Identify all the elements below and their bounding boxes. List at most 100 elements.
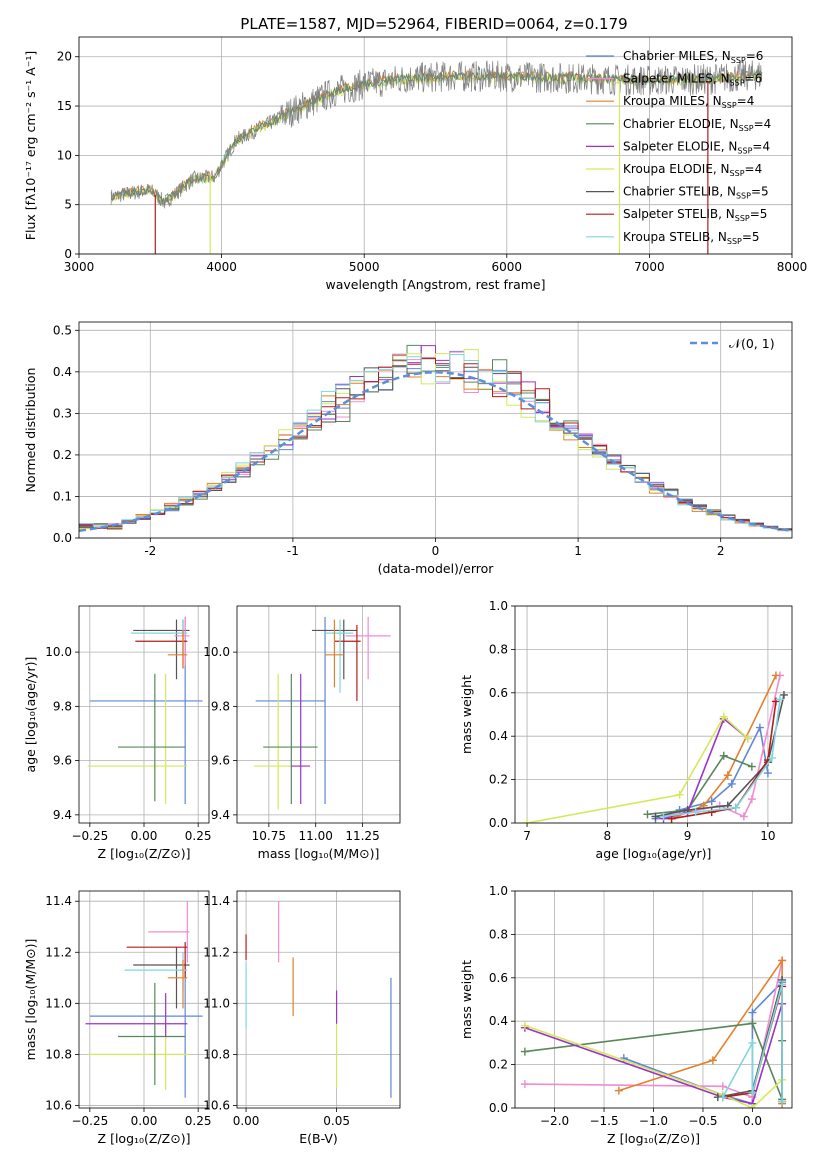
- y-tick-label: 1.0: [489, 599, 508, 613]
- y-tick-label: 10.6: [203, 1098, 230, 1112]
- x-tick-label: 0.25: [185, 1114, 212, 1128]
- x-tick-label: −1.0: [639, 1114, 668, 1128]
- weight-marker: [778, 1097, 787, 1106]
- y-tick-label: 9.6: [53, 754, 72, 768]
- y-tick-label: 10.6: [45, 1098, 72, 1112]
- y-tick-label: 10.0: [203, 645, 230, 659]
- weight-marker: [723, 771, 732, 780]
- y-tick-label: 0.2: [489, 1058, 508, 1072]
- axes-frame: [514, 605, 793, 824]
- errorbar-point: [263, 673, 318, 805]
- plot-area: [85, 901, 203, 1098]
- errorbar-point: [124, 952, 188, 991]
- errorbar-point: [133, 619, 190, 680]
- weight-series-line: [526, 715, 749, 823]
- y-tick-label: 0.0: [53, 531, 72, 545]
- y-tick-label: 0.8: [489, 642, 508, 656]
- weight-marker: [651, 812, 660, 821]
- x-tick-label: 0.05: [323, 1114, 350, 1128]
- weight-series-line: [618, 957, 783, 1104]
- chart-mass_weight_vs_age: 7 8 9 10 0.0 0.2 0.4 0.6 0.8 1.0 age [log₁₀(age/yr…: [459, 599, 793, 861]
- chart-mass_vs_EBV: 0.00 0.05 10.6 10.8 11.0 11.2 11.4 E(B-V): [203, 890, 401, 1146]
- weight-marker: [755, 723, 764, 732]
- y-tick-label: 0.5: [53, 323, 72, 337]
- x-tick-label: 4000: [206, 260, 237, 274]
- weight-marker: [659, 812, 668, 821]
- legend-entry: Chabrier MILES, NSSP=6: [623, 49, 763, 65]
- y-tick-label: 10.8: [203, 1047, 230, 1061]
- y-tick-label: 9.6: [211, 754, 230, 768]
- x-tick-label: 3000: [64, 260, 95, 274]
- y-tick-label: 0.3: [53, 406, 72, 420]
- x-tick-label: 7000: [634, 260, 665, 274]
- page-title: PLATE=1587, MJD=52964, FIBERID=0064, z=0…: [240, 15, 627, 33]
- weight-marker: [707, 808, 716, 817]
- y-axis-label: Flux [fλ10⁻¹⁷ erg cm⁻² s⁻¹ A⁻¹]: [23, 51, 38, 240]
- x-tick-label: 7: [523, 829, 531, 843]
- weight-marker: [748, 1104, 757, 1108]
- x-axis-label: Z [log₁₀(Z/Z⊙)]: [607, 1131, 700, 1146]
- axes-frame: [78, 605, 210, 824]
- y-tick-label: 0: [64, 247, 72, 261]
- y-axis-label: mass weight: [459, 960, 474, 1039]
- axes-frame: [236, 890, 401, 1109]
- x-tick-label: −0.25: [71, 829, 108, 843]
- y-tick-label: 0.8: [489, 927, 508, 941]
- x-tick-label: −1.5: [589, 1114, 618, 1128]
- plot-area: [87, 616, 203, 805]
- weight-series-line: [647, 754, 753, 816]
- weight-marker: [778, 980, 787, 989]
- weight-marker: [708, 1056, 717, 1065]
- grid: [515, 890, 792, 1109]
- errorbar-point: [126, 942, 188, 978]
- legend-entry: Kroupa ELODIE, NSSP=4: [623, 162, 762, 178]
- x-axis-label: age [log₁₀(age/yr)]: [596, 846, 712, 861]
- y-tick-label: 0.2: [489, 773, 508, 787]
- errorbar-point: [334, 624, 361, 701]
- y-tick-label: 0.0: [489, 816, 508, 830]
- y-tick-label: 0.4: [53, 365, 72, 379]
- plot-area: [523, 671, 788, 823]
- weight-marker: [643, 810, 652, 819]
- axes-frame: [78, 890, 210, 1109]
- legend-entry: Kroupa STELIB, NSSP=5: [623, 230, 760, 246]
- plot-area: [253, 616, 391, 810]
- weight-marker: [675, 790, 684, 799]
- grid: [79, 891, 209, 1108]
- legend-entry: Salpeter STELIB, NSSP=5: [623, 207, 767, 223]
- y-tick-label: 0.6: [489, 971, 508, 985]
- y-tick-label: 11.0: [203, 996, 230, 1010]
- errorbar-point: [85, 993, 188, 1037]
- errorbar-point: [167, 630, 188, 669]
- weight-marker: [779, 690, 788, 699]
- errorbar-point: [118, 982, 186, 1086]
- y-tick-label: 9.4: [53, 808, 72, 822]
- weight-marker: [775, 695, 784, 704]
- y-tick-label: 9.8: [53, 699, 72, 713]
- x-tick-label: 11.00: [299, 829, 333, 843]
- x-tick-label: 0.00: [233, 1114, 260, 1128]
- y-tick-label: 11.4: [203, 894, 230, 908]
- y-tick-label: 20: [57, 50, 72, 64]
- weight-marker: [771, 671, 780, 680]
- x-tick-label: 0: [432, 544, 440, 558]
- grid: [237, 606, 400, 823]
- errorbar-point: [148, 901, 190, 963]
- errorbar-point: [135, 619, 188, 669]
- chart-age_vs_Z: −0.25 0.00 0.25 9.4 9.6 9.8 10.0 Z [log₁₀(Z/Z⊙)…: [23, 605, 212, 861]
- errorbar-point: [87, 673, 188, 805]
- x-axis-label: wavelength [Angstrom, rest frame]: [325, 277, 545, 292]
- x-tick-label: −2.0: [540, 1114, 569, 1128]
- legend-entry: Salpeter ELODIE, NSSP=4: [623, 139, 770, 155]
- y-tick-label: 11.2: [203, 945, 230, 959]
- x-tick-label: 8: [604, 829, 612, 843]
- x-tick-label: 10: [760, 829, 775, 843]
- errorbar-point: [325, 619, 354, 693]
- weight-marker: [520, 1047, 529, 1056]
- y-tick-label: 0.6: [489, 686, 508, 700]
- plot-area: [245, 901, 392, 1098]
- weight-marker: [748, 1088, 757, 1097]
- errorbar-point: [167, 959, 188, 1009]
- weight-marker: [748, 1038, 757, 1047]
- y-tick-label: 0.0: [489, 1101, 508, 1115]
